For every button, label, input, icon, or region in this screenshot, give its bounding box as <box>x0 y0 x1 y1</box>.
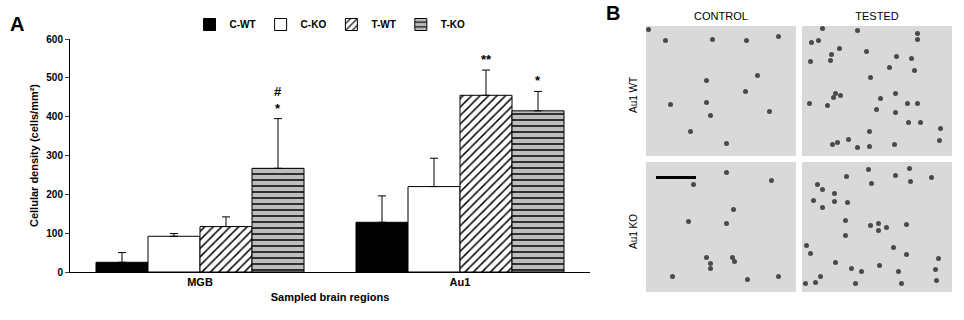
svg-text:**: ** <box>481 52 492 67</box>
svg-text:Cellular density (cells/mm²): Cellular density (cells/mm²) <box>28 84 40 227</box>
svg-text:200: 200 <box>46 189 63 200</box>
svg-text:0: 0 <box>57 267 63 278</box>
svg-text:A: A <box>10 13 24 35</box>
html-text:Au1 KO: Au1 KO <box>628 214 639 249</box>
svg-text:MGB: MGB <box>187 276 213 288</box>
html-text:B: B <box>606 2 621 24</box>
svg-text:400: 400 <box>46 111 63 122</box>
svg-text:T-KO: T-KO <box>441 19 465 30</box>
svg-text:*: * <box>535 73 541 88</box>
svg-text:C-WT: C-WT <box>230 19 256 30</box>
svg-text:100: 100 <box>46 228 63 239</box>
html-text:TESTED: TESTED <box>855 10 899 22</box>
svg-text:300: 300 <box>46 150 63 161</box>
svg-text:#*: #* <box>274 84 282 116</box>
html-text:CONTROL: CONTROL <box>694 10 748 22</box>
svg-text:600: 600 <box>46 34 63 45</box>
svg-text:500: 500 <box>46 72 63 83</box>
html-text:Au1 WT: Au1 WT <box>628 76 639 113</box>
svg-text:Sampled brain regions: Sampled brain regions <box>271 291 390 303</box>
svg-text:C-KO: C-KO <box>301 19 327 30</box>
svg-text:Au1: Au1 <box>450 276 471 288</box>
svg-text:T-WT: T-WT <box>371 19 395 30</box>
